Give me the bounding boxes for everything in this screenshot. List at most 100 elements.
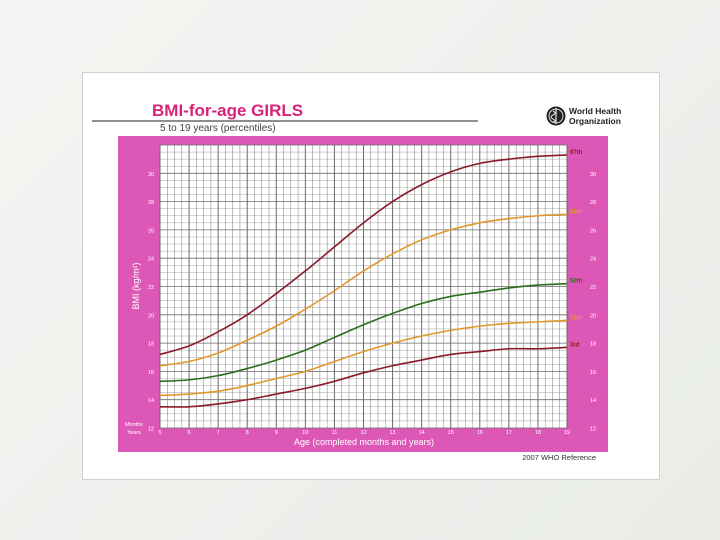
x-tick-month: 9 (209, 422, 212, 428)
y-tick-label: 16 (148, 370, 154, 376)
x-tick-month: 3 (282, 422, 285, 428)
percentile-curves (159, 154, 568, 408)
x-tick-year: 16 (477, 430, 483, 436)
y-tick-label: 26 (148, 228, 154, 234)
y-tick-label: 20 (148, 313, 154, 319)
y-tick-label: 12 (590, 427, 596, 433)
y-tick-label: 24 (148, 257, 154, 263)
series-line-3rd (159, 346, 568, 408)
y-tick-label: 26 (590, 228, 596, 234)
x-tick-year: 17 (506, 430, 512, 436)
x-tick-month: 3 (311, 422, 314, 428)
who-emblem-icon (546, 106, 566, 126)
x-tick-month: 3 (369, 422, 372, 428)
percentile-labels: 97th 85th 50th 15th 3rd (570, 150, 583, 348)
series-line-85th (159, 213, 568, 367)
x-tick-year: 12 (360, 430, 366, 436)
x-tick-year: 6 (188, 430, 191, 436)
x-tick-month: 9 (384, 422, 387, 428)
x-tick-month: 6 (319, 422, 322, 428)
x-tick-month: 3 (544, 422, 547, 428)
x-tick-month: 9 (180, 422, 183, 428)
x-tick-year: 10 (302, 430, 308, 436)
x-axis-label: Age (completed months and years) (294, 437, 434, 447)
years-row-label: Years (127, 430, 141, 436)
x-tick-month: 9 (355, 422, 358, 428)
x-tick-month: 9 (529, 422, 532, 428)
y-tick-label: 28 (148, 200, 154, 206)
y-tick-label: 18 (590, 342, 596, 348)
series-label: 50th (570, 279, 583, 285)
x-tick-month: 3 (340, 422, 343, 428)
y-tick-label: 24 (590, 257, 596, 263)
x-tick-month: 3 (486, 422, 489, 428)
x-tick-month: 9 (268, 422, 271, 428)
x-tick-month: 6 (231, 422, 234, 428)
x-tick-year: 13 (390, 430, 396, 436)
x-tick-month: 3 (515, 422, 518, 428)
x-tick-month: 6 (173, 422, 176, 428)
y-tick-label: 30 (590, 172, 596, 178)
x-tick-year: 11 (332, 430, 338, 436)
series-line-50th (159, 282, 568, 383)
org-name-line1: World Health (569, 106, 621, 116)
series-label: 85th (570, 209, 583, 215)
x-tick-year: 9 (275, 430, 278, 436)
y-tick-label: 22 (148, 285, 154, 291)
x-tick-month: 6 (551, 422, 554, 428)
x-tick-month: 6 (493, 422, 496, 428)
x-tick-month: 3 (457, 422, 460, 428)
y-tick-label: 22 (590, 285, 596, 291)
x-tick-month: 6 (464, 422, 467, 428)
x-tick-month: 9 (471, 422, 474, 428)
x-tick-month: 9 (239, 422, 242, 428)
months-row-label: Months (125, 422, 143, 428)
x-tick-month: 9 (297, 422, 300, 428)
y-tick-label: 14 (590, 398, 596, 404)
y-axis-label: BMI (kg/m²) (131, 263, 141, 310)
x-tick-month: 3 (398, 422, 401, 428)
y-tick-label: 30 (148, 172, 154, 178)
y-tick-label: 18 (148, 342, 154, 348)
org-name-line2: Organization (569, 116, 621, 126)
y-axis-ticks: 12 12 14 14 16 16 18 18 20 20 22 22 24 24 26 26 28 28 30 30 (148, 172, 596, 433)
series-label: 97th (570, 150, 583, 156)
y-tick-label: 14 (148, 398, 154, 404)
y-tick-label: 20 (590, 313, 596, 319)
series-label: 3rd (570, 342, 580, 348)
x-tick-month: 3 (428, 422, 431, 428)
x-tick-month: 6 (260, 422, 263, 428)
x-tick-year: 7 (217, 430, 220, 436)
grid-lines (159, 144, 568, 429)
x-tick-month: 6 (348, 422, 351, 428)
x-tick-month: 9 (442, 422, 445, 428)
y-tick-label: 12 (148, 427, 154, 433)
series-line-15th (159, 319, 568, 397)
x-tick-year: 19 (564, 430, 570, 436)
series-label: 15th (570, 315, 583, 321)
x-tick-month: 3 (166, 422, 169, 428)
chart-subtitle: 5 to 19 years (percentiles) (160, 123, 276, 134)
x-tick-year: 18 (535, 430, 541, 436)
x-tick-month: 6 (377, 422, 380, 428)
series-line-97th (159, 154, 568, 356)
x-tick-month: 9 (500, 422, 503, 428)
x-tick-month: 9 (326, 422, 329, 428)
x-tick-month: 3 (253, 422, 256, 428)
x-tick-month: 6 (522, 422, 525, 428)
x-tick-month: 6 (202, 422, 205, 428)
x-tick-month: 6 (289, 422, 292, 428)
x-tick-month: 3 (195, 422, 198, 428)
chart-title: BMI-for-age GIRLS (152, 101, 303, 120)
x-tick-month: 9 (413, 422, 416, 428)
y-tick-label: 28 (590, 200, 596, 206)
x-tick-month: 6 (406, 422, 409, 428)
reference-note: 2007 WHO Reference (522, 453, 596, 462)
x-tick-month: 3 (224, 422, 227, 428)
x-tick-month: 9 (558, 422, 561, 428)
x-tick-year: 8 (246, 430, 249, 436)
y-tick-label: 16 (590, 370, 596, 376)
x-tick-year: 15 (448, 430, 454, 436)
